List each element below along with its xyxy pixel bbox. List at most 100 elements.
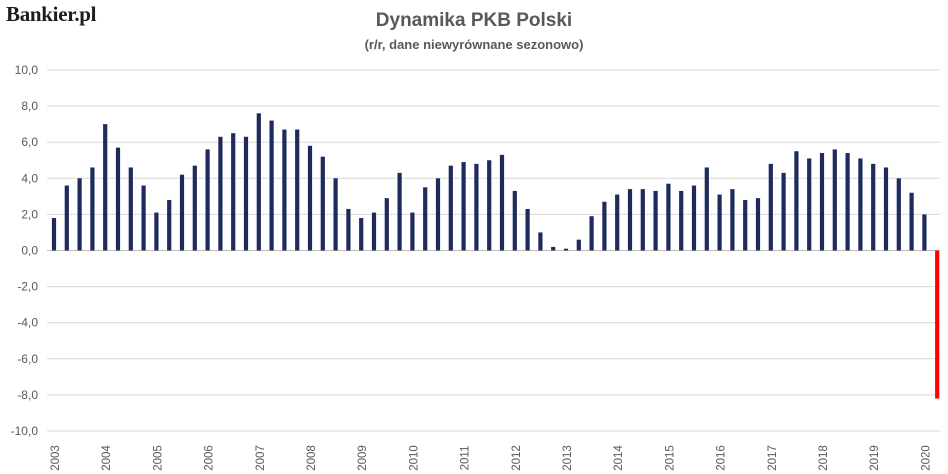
bar <box>819 153 825 251</box>
bar <box>679 190 684 251</box>
bar <box>576 239 581 251</box>
bar <box>602 201 607 251</box>
y-tick-label: -4,0 <box>17 316 38 330</box>
bar <box>461 162 466 251</box>
bar <box>922 214 927 251</box>
bar <box>51 218 57 251</box>
x-tick-label: 2005 <box>152 445 164 471</box>
bar <box>128 167 133 251</box>
bar <box>768 163 773 251</box>
bar <box>474 163 479 251</box>
bars <box>51 113 940 399</box>
x-tick-label: 2014 <box>613 445 625 471</box>
bar <box>307 145 313 251</box>
bar <box>563 248 569 251</box>
x-tick-label: 2017 <box>767 445 779 471</box>
x-axis: 2003 2004 2005 2006 2007 2008 2009 2010 2011 2012… <box>50 445 932 471</box>
bar <box>512 190 517 251</box>
bar <box>615 194 620 251</box>
chart-subtitle: (r/r, dane niewyrównane sezonowo) <box>364 37 584 52</box>
bar <box>871 163 876 251</box>
x-tick-label: 2012 <box>511 445 523 471</box>
y-tick-label: 10,0 <box>15 63 39 77</box>
bar <box>90 167 95 251</box>
bar <box>359 218 364 251</box>
bar <box>845 153 850 251</box>
bankier-logo[interactable]: Bankier.pl <box>6 2 97 26</box>
bar <box>525 208 530 251</box>
bar <box>179 174 185 251</box>
bar <box>167 199 172 251</box>
y-tick-label: 0,0 <box>21 244 38 258</box>
bar <box>141 185 146 251</box>
bar <box>627 189 633 251</box>
bar <box>115 147 121 251</box>
bar <box>743 199 748 251</box>
bar <box>64 185 69 251</box>
y-axis: 10,0 8,0 6,0 4,0 2,0 0,0 -2,0 -4,0 -6,0 -8,0 -10,0 <box>11 63 39 438</box>
x-tick-label: 2006 <box>204 445 216 471</box>
x-tick-label: 2010 <box>408 445 420 471</box>
bar <box>538 232 543 251</box>
bar <box>717 194 722 251</box>
bar <box>807 158 812 251</box>
x-tick-label: 2011 <box>460 446 472 471</box>
bar <box>487 160 492 251</box>
bar <box>653 190 658 251</box>
bar <box>704 167 709 251</box>
bar <box>243 136 249 251</box>
y-tick-label: -8,0 <box>17 388 38 402</box>
bar <box>231 133 236 251</box>
bar <box>346 208 351 251</box>
y-tick-label: 4,0 <box>21 171 38 185</box>
bar <box>423 187 428 251</box>
bar <box>499 154 505 251</box>
bar <box>832 149 837 251</box>
x-tick-label: 2015 <box>664 445 676 471</box>
bar <box>77 178 82 251</box>
bar <box>154 212 159 251</box>
bar <box>205 149 210 251</box>
bar <box>781 172 786 251</box>
x-tick-label: 2009 <box>357 445 369 471</box>
bar <box>333 178 338 251</box>
bar <box>730 189 735 251</box>
bar <box>269 120 274 251</box>
bar <box>858 158 863 251</box>
bar <box>883 167 889 251</box>
bar <box>794 151 799 251</box>
x-tick-label: 2020 <box>920 445 932 471</box>
bar <box>551 246 556 251</box>
bar <box>397 172 402 251</box>
bar <box>103 124 108 251</box>
bar <box>640 189 645 251</box>
bar-highlight <box>935 250 940 399</box>
gridlines <box>47 69 940 432</box>
bar <box>691 185 697 251</box>
y-tick-label: -2,0 <box>17 280 38 294</box>
x-tick-label: 2004 <box>101 445 113 471</box>
bar <box>435 178 441 251</box>
x-tick-label: 2007 <box>255 445 267 471</box>
y-tick-label: 8,0 <box>21 99 38 113</box>
bar <box>282 129 287 251</box>
bar <box>448 165 453 251</box>
bar <box>755 198 761 251</box>
bar <box>666 183 671 251</box>
x-tick-label: 2016 <box>716 445 728 471</box>
y-tick-label: -6,0 <box>17 352 38 366</box>
x-tick-label: 2003 <box>50 445 62 471</box>
y-tick-label: -10,0 <box>11 424 39 438</box>
bar <box>589 216 594 251</box>
bar <box>909 192 914 251</box>
bar <box>295 129 300 251</box>
bar <box>896 178 901 251</box>
x-tick-label: 2008 <box>306 445 318 471</box>
x-tick-label: 2013 <box>562 445 574 471</box>
bar <box>410 212 415 251</box>
bar <box>218 136 223 251</box>
bar <box>371 212 377 251</box>
y-tick-label: 6,0 <box>21 135 38 149</box>
bar <box>256 113 261 251</box>
